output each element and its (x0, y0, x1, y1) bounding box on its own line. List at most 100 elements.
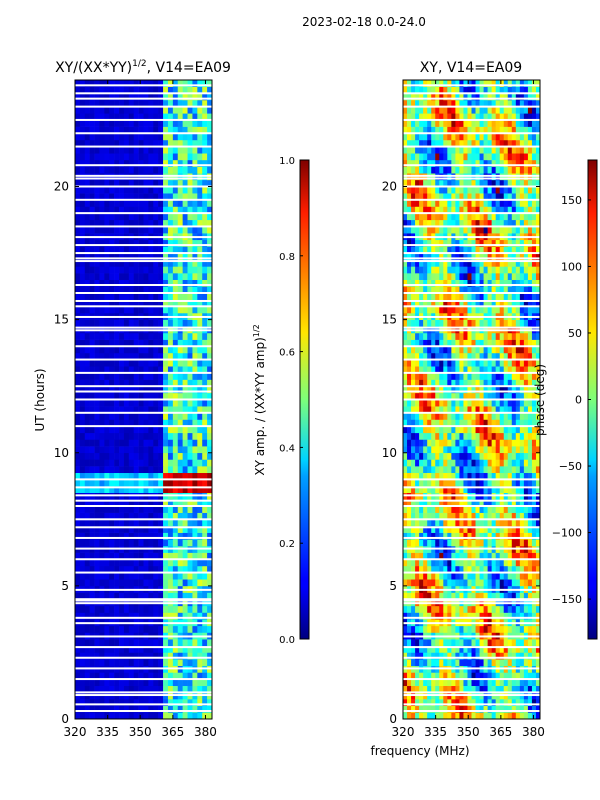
heatmap-cell (511, 346, 517, 354)
heatmap-cell (187, 126, 193, 134)
heatmap-cell (447, 332, 452, 340)
heatmap-cell (451, 306, 456, 314)
heatmap-cell (158, 179, 164, 187)
heatmap-cell (463, 712, 468, 719)
heatmap-cell (89, 286, 95, 294)
heatmap-cell (207, 399, 212, 407)
heatmap-cell (163, 452, 169, 460)
heatmap-cell (403, 645, 408, 653)
heatmap-cell (435, 565, 440, 573)
heatmap-cell (133, 153, 139, 161)
heatmap-cell (99, 80, 105, 87)
heatmap-cell (119, 86, 125, 94)
heatmap-cell (479, 659, 484, 667)
heatmap-cell (507, 499, 513, 507)
heatmap-cell (128, 372, 135, 380)
heatmap-cell (443, 705, 448, 713)
heatmap-cell (439, 306, 444, 314)
heatmap-cell (451, 652, 456, 660)
heatmap-cell (479, 306, 484, 314)
heatmap-cell (158, 99, 164, 107)
heatmap-cell (487, 645, 492, 653)
heatmap-cell (148, 679, 154, 687)
heatmap-cell (202, 565, 208, 573)
heatmap-cell (104, 99, 110, 107)
heatmap-cell (431, 639, 436, 647)
heatmap-cell (467, 479, 472, 487)
heatmap-cell (511, 605, 517, 613)
heatmap-cell (459, 645, 464, 653)
heatmap-cell (427, 459, 432, 467)
heatmap-cell (423, 426, 428, 434)
heatmap-cell (431, 446, 436, 454)
heatmap-cell (475, 712, 480, 719)
heatmap-cell (79, 532, 86, 540)
heatmap-cell (411, 506, 416, 513)
heatmap-cell (459, 625, 464, 633)
heatmap-cell (172, 559, 179, 567)
heatmap-cell (79, 306, 86, 314)
heatmap-cell (94, 346, 100, 354)
heatmap-cell (84, 366, 90, 374)
heatmap-cell (455, 685, 460, 693)
heatmap-cell (153, 306, 159, 314)
heatmap-cell (84, 286, 90, 294)
gap-line (75, 225, 212, 228)
heatmap-cell (439, 552, 444, 560)
heatmap-cell (207, 426, 212, 434)
heatmap-cell (527, 372, 533, 380)
heatmap-cell (531, 652, 537, 660)
heatmap-cell (104, 712, 110, 719)
heatmap-cell (475, 565, 480, 573)
heatmap-cell (182, 213, 188, 221)
heatmap-cell (84, 299, 90, 307)
heatmap-cell (153, 679, 159, 687)
heatmap-cell (123, 133, 130, 141)
heatmap-cell (495, 379, 501, 387)
heatmap-cell (94, 86, 100, 94)
heatmap-cell (411, 712, 416, 719)
heatmap-cell (109, 506, 115, 513)
heatmap-cell (459, 652, 464, 660)
heatmap-cell (148, 412, 154, 420)
heatmap-cell (75, 199, 81, 207)
heatmap-cell (202, 259, 208, 267)
heatmap-cell (89, 386, 95, 394)
heatmap-cell (463, 705, 468, 713)
heatmap-cell (163, 206, 169, 214)
heatmap-cell (192, 139, 198, 147)
heatmap-cell (172, 139, 179, 147)
heatmap-cell (467, 412, 472, 420)
heatmap-cell (531, 579, 537, 587)
heatmap-cell (463, 625, 468, 633)
heatmap-cell (411, 306, 416, 314)
heatmap-cell (443, 592, 448, 600)
heatmap-cell (467, 472, 472, 480)
heatmap-cell (467, 406, 472, 414)
heatmap-cell (133, 685, 139, 693)
heatmap-cell (423, 506, 428, 513)
heatmap-cell (75, 439, 81, 447)
heatmap-cell (507, 306, 513, 314)
heatmap-cell (511, 446, 517, 454)
heatmap-cell (163, 439, 169, 447)
heatmap-cell (202, 605, 208, 613)
heatmap-cell (207, 419, 212, 427)
heatmap-cell (177, 159, 183, 167)
heatmap-cell (463, 512, 468, 520)
heatmap-cell (138, 106, 144, 114)
heatmap-cell (491, 432, 496, 440)
heatmap-cell (148, 159, 154, 167)
heatmap-cell (89, 652, 95, 660)
heatmap-cell (192, 639, 198, 647)
heatmap-cell (163, 99, 169, 107)
heatmap-cell (439, 446, 444, 454)
heatmap-cell (475, 679, 480, 687)
heatmap-cell (475, 512, 480, 520)
heatmap-cell (143, 639, 149, 647)
heatmap-cell (84, 399, 90, 407)
heatmap-cell (192, 559, 198, 567)
heatmap-cell (138, 332, 144, 340)
heatmap-cell (192, 379, 198, 387)
heatmap-cell (471, 299, 476, 307)
